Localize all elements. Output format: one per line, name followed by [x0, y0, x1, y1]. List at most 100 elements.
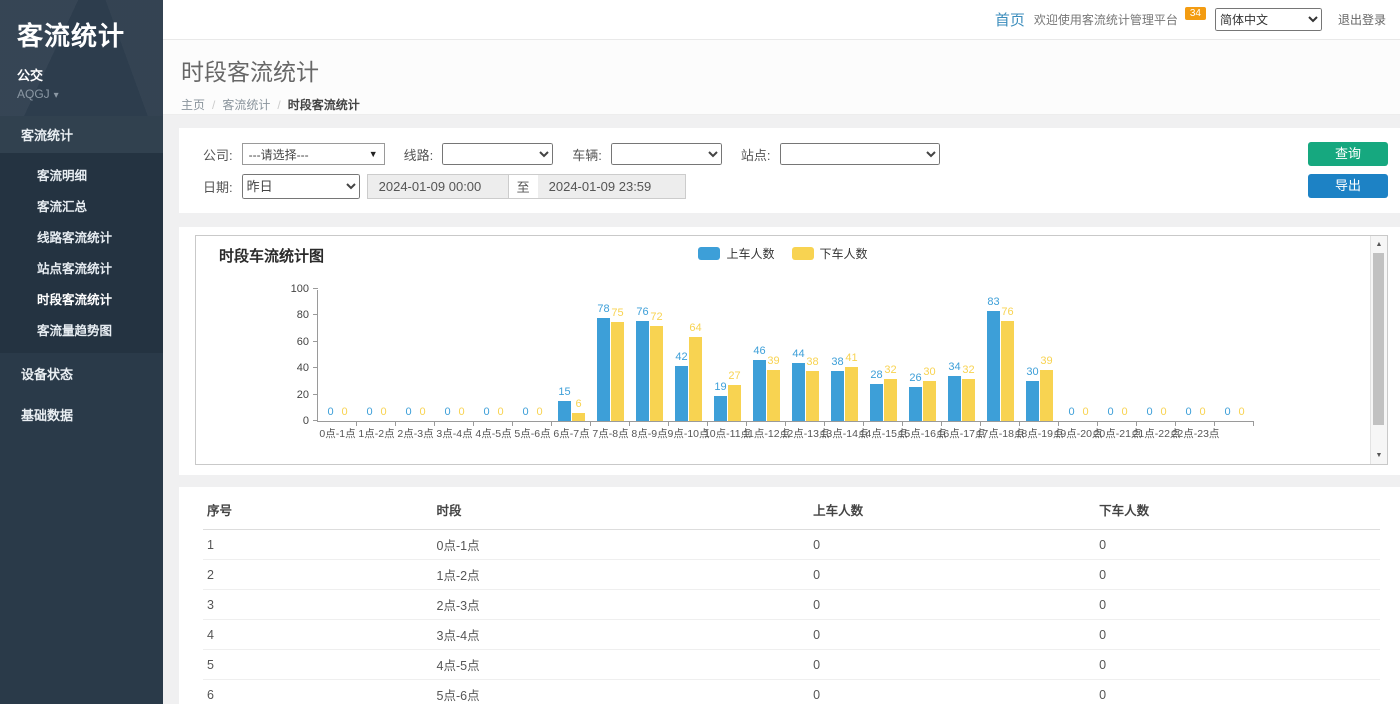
chart-scrollbar[interactable]: ▲ ▼ — [1370, 236, 1387, 464]
legend-swatch — [698, 247, 720, 260]
sidebar-item[interactable]: 时段客流统计 — [0, 283, 163, 314]
bar-value-label: 0 — [327, 407, 333, 418]
bar: 34 — [948, 376, 961, 421]
table-row: 10点-1点00 — [203, 530, 1380, 560]
org-name: 公交 — [17, 65, 146, 84]
legend-label: 下车人数 — [820, 245, 868, 262]
sidebar-item[interactable]: 客流量趋势图 — [0, 314, 163, 345]
org-code-dropdown[interactable]: AQGJ▾ — [17, 87, 146, 101]
home-link[interactable]: 首页 — [995, 9, 1025, 30]
bar-value-label: 64 — [689, 323, 701, 334]
bar-value-label: 0 — [1224, 407, 1230, 418]
bar: 15 — [558, 401, 571, 421]
bar-value-label: 19 — [714, 382, 726, 393]
table-cell: 3点-4点 — [433, 620, 810, 650]
bar-value-label: 0 — [1121, 407, 1127, 418]
sidebar-item[interactable]: 客流汇总 — [0, 190, 163, 221]
sidebar-menu: 客流统计客流明细客流汇总线路客流统计站点客流统计时段客流统计客流量趋势图设备状态… — [0, 116, 163, 435]
date-range-group: 2024-01-09 00:00 至 2024-01-09 23:59 — [367, 174, 686, 199]
legend-item[interactable]: 下车人数 — [792, 245, 868, 262]
table-cell: 0 — [809, 530, 1095, 560]
date-to-input[interactable]: 2024-01-09 23:59 — [538, 174, 686, 199]
chart-legend: 上车人数 下车人数 — [196, 245, 1370, 262]
bar-group: 003点-4点 — [435, 290, 474, 421]
bar-value-label: 41 — [845, 353, 857, 364]
bar: 75 — [611, 322, 624, 421]
sidebar-section[interactable]: 基础数据 — [0, 394, 163, 435]
y-axis-tick-label: 100 — [275, 283, 309, 295]
table-cell: 5点-6点 — [433, 680, 810, 704]
station-select[interactable] — [780, 143, 940, 165]
bar-value-label: 39 — [767, 356, 779, 367]
bar-value-label: 0 — [1238, 407, 1244, 418]
bar-value-label: 0 — [522, 407, 528, 418]
table-cell: 0点-1点 — [433, 530, 810, 560]
bar: 38 — [831, 371, 844, 421]
bar-value-label: 28 — [870, 370, 882, 381]
bar-group: 303918点-19点 — [1020, 290, 1059, 421]
vehicle-select[interactable] — [611, 143, 722, 165]
x-axis-label: 6点-7点 — [553, 426, 589, 441]
table-cell: 0 — [1095, 680, 1380, 704]
table-cell: 3 — [203, 590, 433, 620]
notification-badge: 34 — [1185, 7, 1206, 20]
sidebar-section[interactable]: 设备状态 — [0, 353, 163, 394]
bar: 39 — [1040, 370, 1053, 421]
breadcrumb-item[interactable]: 主页 — [181, 98, 205, 112]
bar-group: 192710点-11点 — [708, 290, 747, 421]
bar-group: 00 — [1215, 290, 1254, 421]
bar-group: 001点-2点 — [357, 290, 396, 421]
sidebar-item[interactable]: 站点客流统计 — [0, 252, 163, 283]
search-button[interactable]: 查询 — [1308, 142, 1388, 166]
filter-panel: 公司: ---请选择--- ▼ 线路: 车辆: 站点: 日期: 昨日 — [179, 128, 1400, 213]
table-cell: 0 — [1095, 620, 1380, 650]
breadcrumb-item: 时段客流统计 — [288, 98, 360, 112]
breadcrumb-separator: / — [212, 98, 215, 112]
company-select[interactable]: ---请选择--- ▼ — [242, 143, 385, 165]
bar-value-label: 32 — [884, 365, 896, 376]
bar-group: 0020点-21点 — [1098, 290, 1137, 421]
table-cell: 0 — [1095, 560, 1380, 590]
table-cell: 1点-2点 — [433, 560, 810, 590]
scroll-down-icon[interactable]: ▼ — [1371, 448, 1387, 463]
bar-value-label: 32 — [962, 365, 974, 376]
sidebar-item[interactable]: 客流明细 — [0, 159, 163, 190]
table-cell: 0 — [1095, 530, 1380, 560]
bar: 76 — [1001, 321, 1014, 421]
legend-label: 上车人数 — [726, 245, 774, 262]
legend-item[interactable]: 上车人数 — [698, 245, 774, 262]
brand-title: 客流统计 — [17, 16, 146, 53]
table-row: 32点-3点00 — [203, 590, 1380, 620]
bar-value-label: 44 — [792, 349, 804, 360]
sidebar-section[interactable]: 客流统计 — [0, 116, 163, 153]
legend-swatch — [792, 247, 814, 260]
date-from-input[interactable]: 2024-01-09 00:00 — [367, 174, 509, 199]
scrollbar-thumb[interactable] — [1373, 253, 1384, 425]
logout-link[interactable]: 退出登录 — [1338, 11, 1386, 28]
bar-value-label: 0 — [380, 407, 386, 418]
bar-value-label: 6 — [575, 399, 581, 410]
x-axis-label: 1点-2点 — [358, 426, 394, 441]
date-label: 日期: — [203, 177, 233, 196]
table-cell: 0 — [809, 560, 1095, 590]
chart-panel: 时段车流统计图 上车人数下车人数 020406080100000点-1点001点… — [179, 227, 1400, 475]
language-select[interactable]: 简体中文 — [1215, 8, 1322, 31]
scroll-up-icon[interactable]: ▲ — [1371, 237, 1387, 252]
table-cell: 0 — [809, 620, 1095, 650]
y-axis-tick-label: 40 — [275, 362, 309, 374]
table-header-cell: 序号 — [203, 489, 433, 530]
company-label: 公司: — [203, 145, 233, 164]
table-row: 21点-2点00 — [203, 560, 1380, 590]
export-button[interactable]: 导出 — [1308, 174, 1388, 198]
bar-value-label: 0 — [1082, 407, 1088, 418]
bar-group: 463911点-12点 — [747, 290, 786, 421]
bar-group: 78757点-8点 — [591, 290, 630, 421]
line-label: 线路: — [404, 145, 434, 164]
bar: 76 — [636, 321, 649, 421]
bar: 6 — [572, 413, 585, 421]
table-cell: 4 — [203, 620, 433, 650]
date-preset-select[interactable]: 昨日 — [242, 174, 360, 199]
line-select[interactable] — [442, 143, 553, 165]
breadcrumb-item[interactable]: 客流统计 — [222, 98, 270, 112]
sidebar-item[interactable]: 线路客流统计 — [0, 221, 163, 252]
